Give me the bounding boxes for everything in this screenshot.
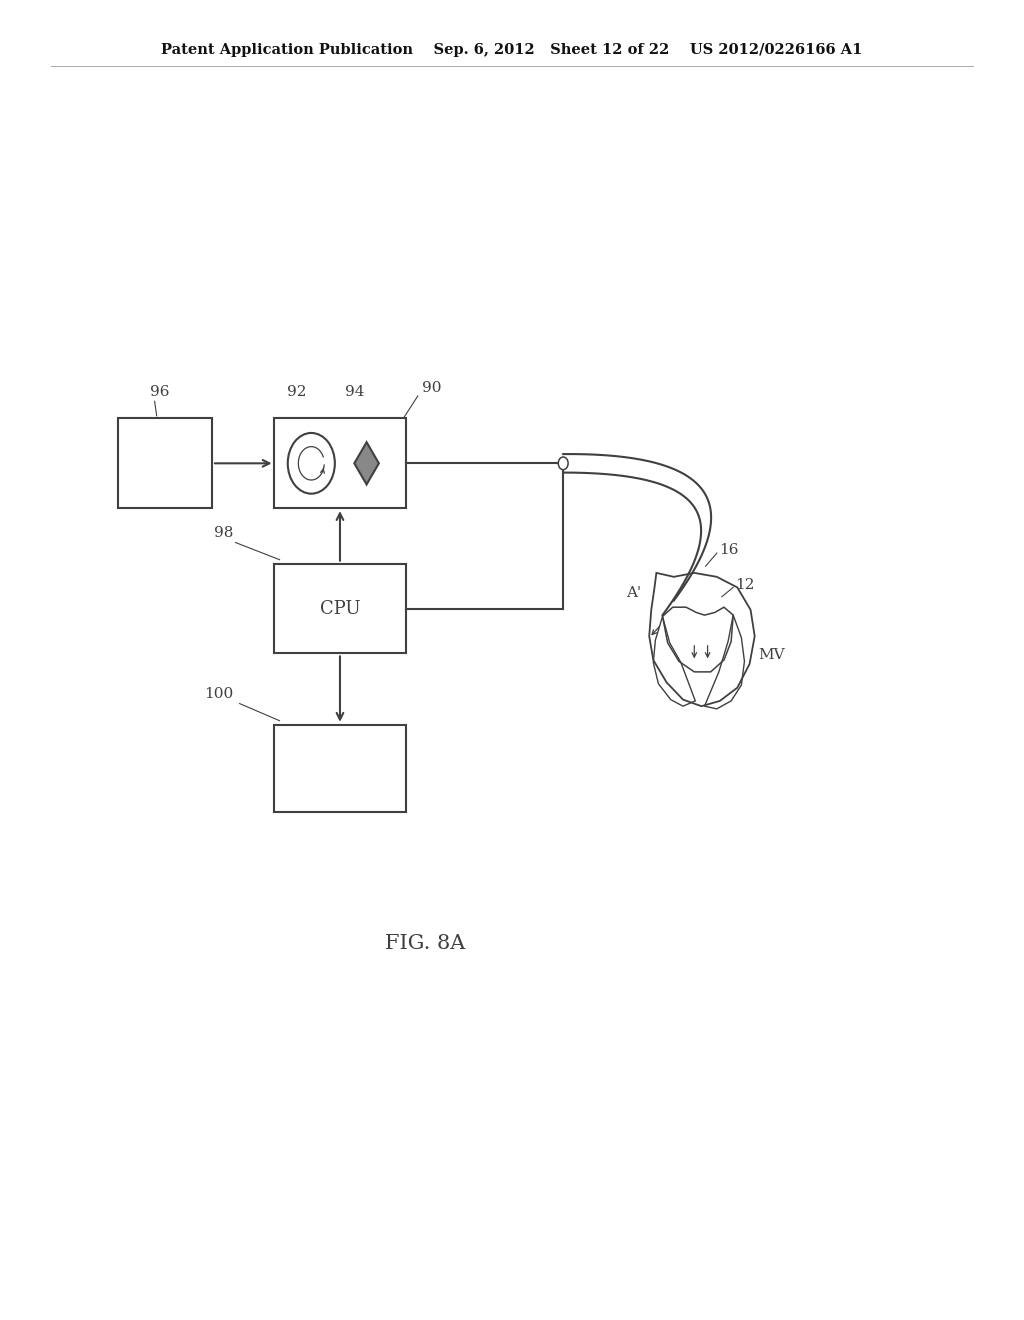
- Text: CPU: CPU: [319, 599, 360, 618]
- Text: Patent Application Publication    Sep. 6, 2012   Sheet 12 of 22    US 2012/02261: Patent Application Publication Sep. 6, 2…: [162, 44, 862, 57]
- Text: 94: 94: [344, 384, 365, 399]
- Text: 90: 90: [422, 380, 441, 395]
- Text: 92: 92: [287, 384, 307, 399]
- Bar: [274, 418, 406, 508]
- Text: 100: 100: [204, 686, 233, 701]
- Text: FIG. 8A: FIG. 8A: [385, 935, 465, 953]
- Text: 98: 98: [214, 525, 233, 540]
- Bar: [274, 564, 406, 653]
- Bar: [118, 418, 212, 508]
- Bar: [274, 725, 406, 812]
- Text: 12: 12: [735, 578, 755, 591]
- Text: MV: MV: [758, 648, 784, 661]
- Circle shape: [558, 457, 568, 470]
- Text: A': A': [626, 586, 641, 599]
- Text: 96: 96: [150, 384, 170, 399]
- Polygon shape: [354, 442, 379, 484]
- Text: 16: 16: [719, 544, 738, 557]
